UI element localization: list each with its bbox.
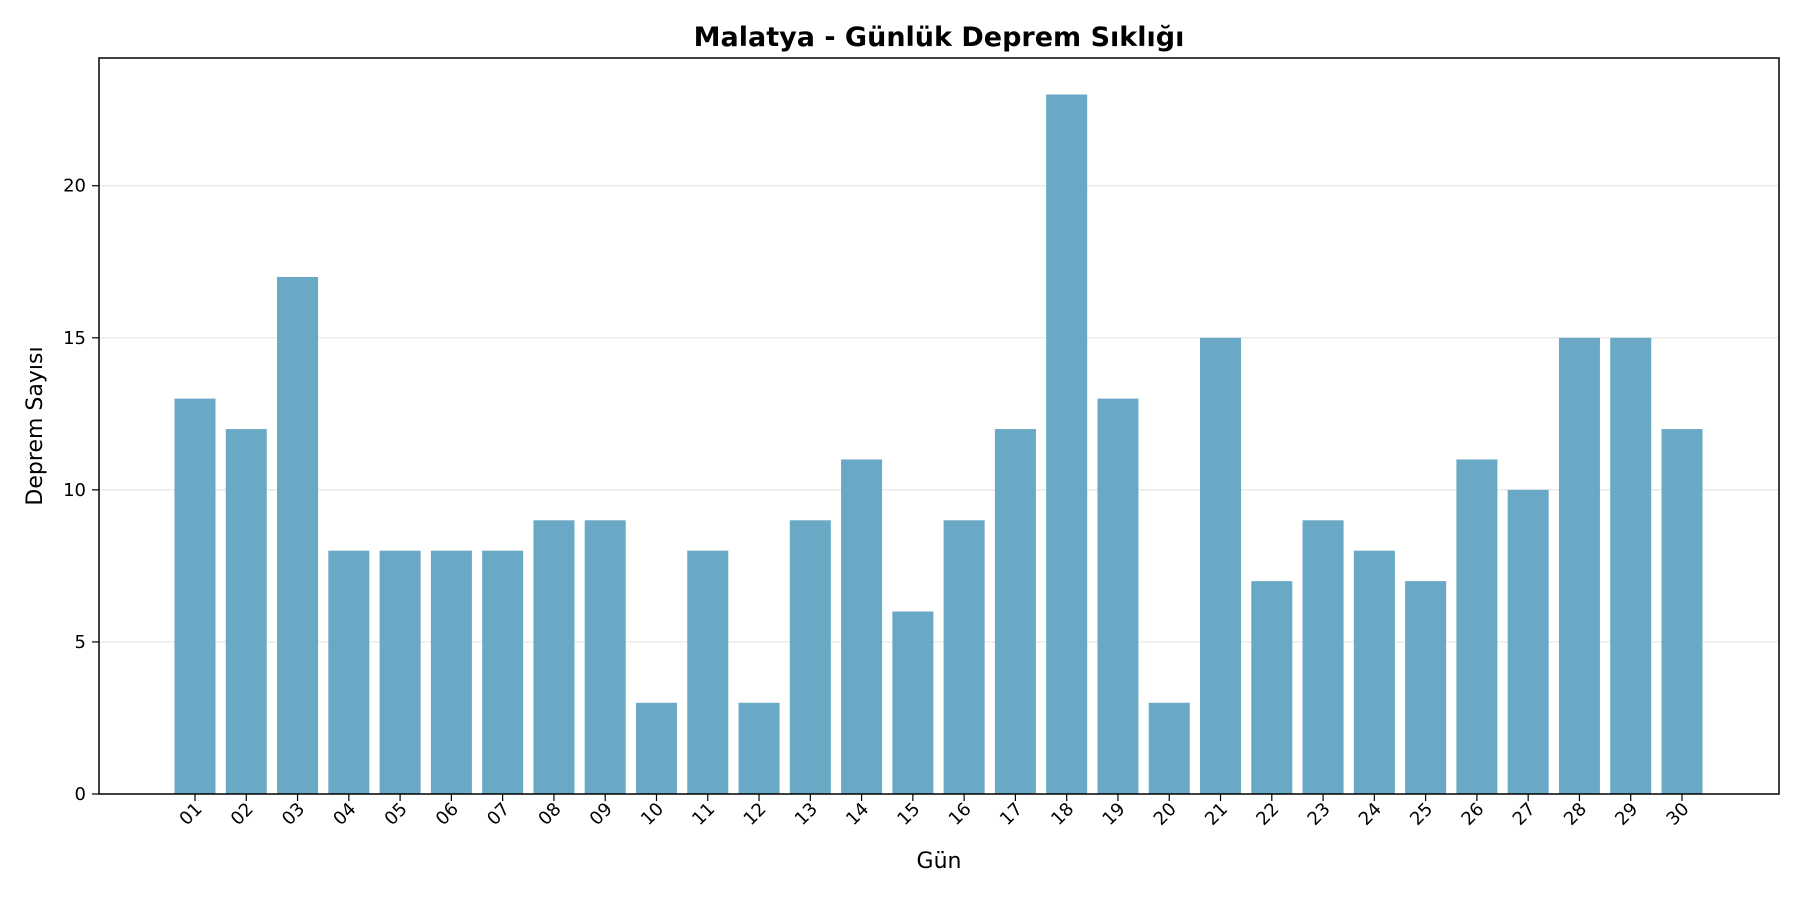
bar-day-04 (328, 550, 370, 794)
x-tick-label: 28 (1560, 799, 1591, 830)
bar-day-26 (1456, 459, 1498, 794)
bar-day-12 (738, 702, 780, 794)
bar-day-01 (174, 398, 216, 794)
x-tick-label: 20 (1150, 799, 1181, 830)
x-tick-label: 12 (740, 799, 771, 830)
bar-day-27 (1507, 489, 1549, 794)
y-tick-label: 5 (75, 632, 86, 653)
x-tick-label: 26 (1457, 799, 1488, 830)
x-tick-label: 03 (278, 799, 309, 830)
bar-day-15 (892, 611, 934, 794)
bar-day-06 (430, 550, 472, 794)
bar-day-19 (1097, 398, 1139, 794)
bar-day-09 (584, 520, 626, 794)
x-tick-label: 14 (842, 799, 873, 830)
x-tick-label: 06 (432, 799, 463, 830)
bar-day-11 (687, 550, 729, 794)
x-tick-label: 24 (1355, 799, 1386, 830)
bar-day-30 (1661, 429, 1703, 794)
plot-frame (98, 57, 1780, 795)
x-axis-label: Gün (917, 849, 962, 874)
x-tick-label: 15 (893, 799, 924, 830)
y-tick-label: 20 (63, 176, 86, 197)
x-tick-label: 16 (945, 799, 976, 830)
bar-day-16 (943, 520, 985, 794)
bar-day-10 (635, 702, 677, 794)
bar-day-23 (1302, 520, 1344, 794)
x-tick-label: 30 (1662, 799, 1693, 830)
bar-day-29 (1610, 337, 1652, 794)
x-tick-label: 23 (1304, 799, 1335, 830)
grid-layer (99, 185, 1779, 643)
x-tick-label: 29 (1611, 799, 1642, 830)
x-tick-label: 27 (1509, 799, 1540, 830)
x-tick-label: 10 (637, 799, 668, 830)
x-tick-label: 08 (534, 799, 565, 830)
chart-title: Malatya - Günlük Deprem Sıklığı (694, 22, 1185, 53)
bar-day-08 (533, 520, 575, 794)
bar-day-28 (1558, 337, 1600, 794)
x-tick-label: 09 (586, 799, 617, 830)
x-tick-label: 11 (688, 799, 719, 830)
x-tick-label: 18 (1047, 799, 1078, 830)
x-tick-label: 21 (1201, 799, 1232, 830)
bar-day-14 (841, 459, 883, 794)
bar-day-02 (225, 429, 267, 794)
y-tick-label: 10 (63, 480, 86, 501)
y-axis-label: Deprem Sayısı (23, 346, 48, 505)
bar-day-05 (379, 550, 421, 794)
y-tick-label: 15 (63, 328, 86, 349)
x-tick-label: 17 (996, 799, 1027, 830)
bar-day-22 (1251, 581, 1293, 794)
x-tick-label: 13 (791, 799, 822, 830)
x-tick-label: 01 (175, 799, 206, 830)
x-tick-label: 07 (483, 799, 514, 830)
x-tick-label: 25 (1406, 799, 1437, 830)
bars-layer (174, 94, 1703, 795)
x-tick-label: 04 (329, 799, 360, 830)
bar-day-18 (1046, 94, 1088, 795)
bar-day-07 (482, 550, 524, 794)
y-tick-label: 0 (75, 784, 86, 805)
bar-day-17 (994, 429, 1036, 794)
x-tick-label: 02 (227, 799, 258, 830)
x-tick-label: 22 (1252, 799, 1283, 830)
bar-day-25 (1405, 581, 1447, 794)
x-tick-label: 19 (1098, 799, 1129, 830)
bar-day-20 (1148, 702, 1190, 794)
bar-day-21 (1200, 337, 1242, 794)
bar-day-13 (789, 520, 831, 794)
bar-day-03 (277, 276, 319, 794)
bar-day-24 (1353, 550, 1395, 794)
x-tick-label: 05 (381, 799, 412, 830)
